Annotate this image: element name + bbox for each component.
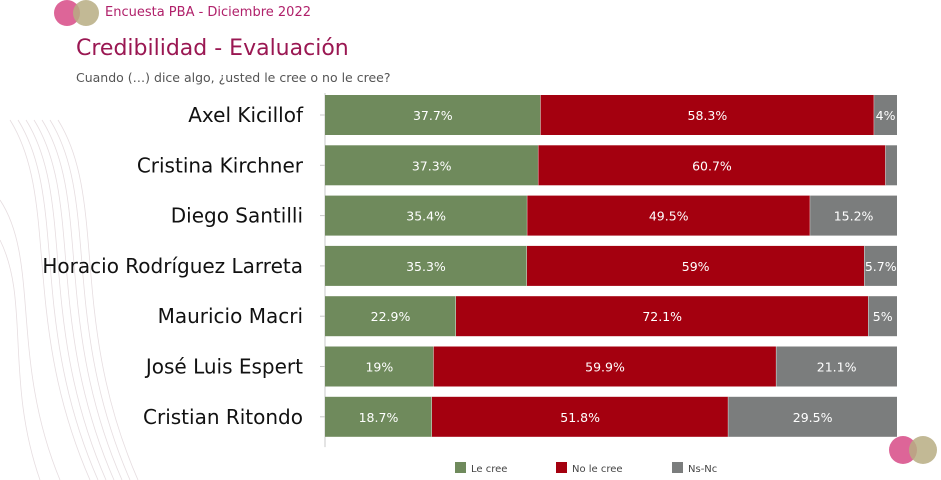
- data-label: 37.3%: [412, 158, 452, 173]
- bar-segment: [325, 396, 432, 437]
- data-label: 22.9%: [371, 309, 411, 324]
- data-label: 21.1%: [817, 360, 857, 375]
- bar-segment: [325, 195, 528, 236]
- bar-segment: [874, 95, 897, 135]
- data-label: 60.7%: [692, 158, 732, 173]
- page-title: Credibilidad - Evaluación: [76, 36, 349, 61]
- legend-label: No le cree: [572, 464, 623, 475]
- data-label: 59%: [682, 259, 710, 274]
- data-label: 72.1%: [642, 309, 682, 324]
- bar-segment: [864, 245, 897, 286]
- bar-segment: [540, 95, 875, 135]
- data-label: 29.5%: [793, 410, 833, 425]
- category-label: Horacio Rodríguez Larreta: [42, 254, 303, 278]
- bar-segment: [325, 245, 527, 286]
- bar-segment: [868, 296, 897, 337]
- bar-segment: [433, 346, 777, 387]
- bar-segment: [455, 296, 869, 337]
- bar-segment: [527, 195, 811, 236]
- data-label: 18.7%: [359, 410, 399, 425]
- survey-label: Encuesta PBA - Diciembre 2022: [105, 5, 311, 20]
- bar-segment: [885, 145, 897, 186]
- bottom-logo: [889, 436, 937, 464]
- data-label: 15.2%: [834, 209, 874, 224]
- legend-swatch: [672, 462, 683, 473]
- category-label: Axel Kicillof: [188, 103, 304, 127]
- page-subtitle: Cuando (…) dice algo, ¿usted le cree o n…: [76, 70, 391, 85]
- data-label: 35.4%: [406, 209, 446, 224]
- bar-segment: [325, 145, 539, 186]
- category-label: Cristian Ritondo: [143, 405, 303, 429]
- data-label: 5.7%: [865, 259, 897, 274]
- legend-swatch: [455, 462, 466, 473]
- data-label: 19%: [365, 360, 393, 375]
- top-logo: [54, 0, 99, 26]
- data-label: 4%: [876, 108, 896, 123]
- data-label: 37.7%: [413, 108, 453, 123]
- data-label: 59.9%: [585, 360, 625, 375]
- legend-label: Ns-Nc: [688, 464, 717, 475]
- bar-segment: [325, 296, 456, 337]
- bar-segment: [538, 145, 886, 186]
- bar-segment: [431, 396, 729, 437]
- category-label: Cristina Kirchner: [137, 153, 304, 177]
- bar-segment: [810, 195, 897, 236]
- data-label: 58.3%: [688, 108, 728, 123]
- bar-segment: [325, 346, 434, 387]
- data-label: 5%: [873, 309, 893, 324]
- legend-swatch: [556, 462, 567, 473]
- bar-segment: [325, 95, 541, 135]
- category-label: José Luis Espert: [144, 355, 303, 379]
- data-label: 35.3%: [406, 259, 446, 274]
- bar-segment: [776, 346, 897, 387]
- bar-segment: [526, 245, 865, 286]
- data-label: 49.5%: [649, 209, 689, 224]
- data-label: 51.8%: [560, 410, 600, 425]
- category-label: Mauricio Macri: [158, 304, 303, 328]
- bar-segment: [728, 396, 897, 437]
- legend-label: Le cree: [471, 464, 507, 475]
- category-label: Diego Santilli: [171, 204, 303, 228]
